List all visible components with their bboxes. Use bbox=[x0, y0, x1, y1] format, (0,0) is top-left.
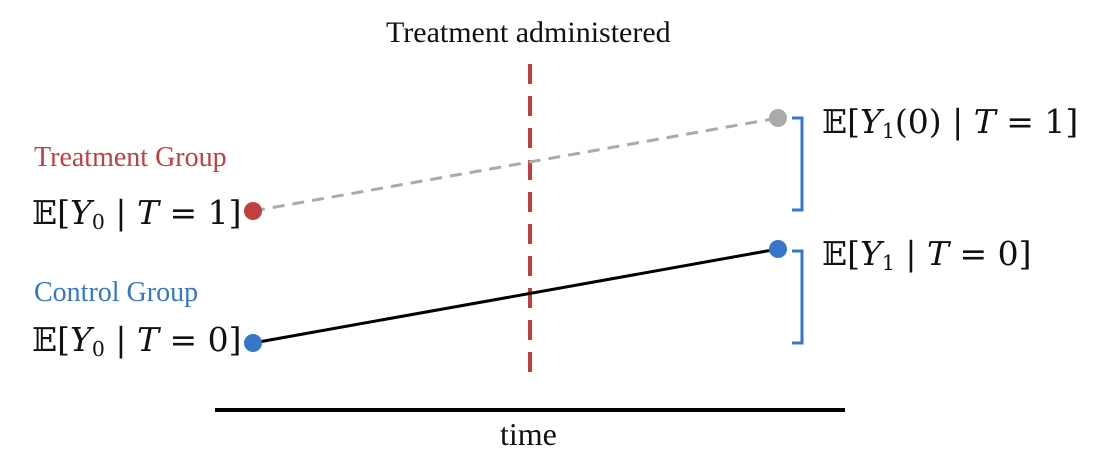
treatment-before-expectation: 𝔼[Y0 | T = 1] bbox=[32, 193, 242, 235]
treatment-before-point bbox=[244, 202, 262, 220]
control-before-point bbox=[244, 334, 262, 352]
control-trend-line bbox=[252, 247, 779, 345]
diagram-title: Treatment administered bbox=[386, 16, 671, 49]
lower-bracket bbox=[792, 249, 804, 345]
counterfactual-after-point bbox=[769, 109, 787, 127]
control-before-expectation: 𝔼[Y0 | T = 0] bbox=[32, 320, 242, 362]
upper-bracket bbox=[792, 116, 804, 212]
treatment-group-label: Treatment Group bbox=[34, 142, 227, 173]
time-axis-label: time bbox=[500, 416, 557, 452]
counterfactual-trend-line bbox=[252, 116, 779, 213]
control-group-label: Control Group bbox=[34, 277, 199, 308]
counterfactual-expectation: 𝔼[Y1(0) | T = 1] bbox=[822, 102, 1079, 144]
control-after-expectation: 𝔼[Y1 | T = 0] bbox=[822, 234, 1032, 276]
control-after-point bbox=[769, 240, 787, 258]
